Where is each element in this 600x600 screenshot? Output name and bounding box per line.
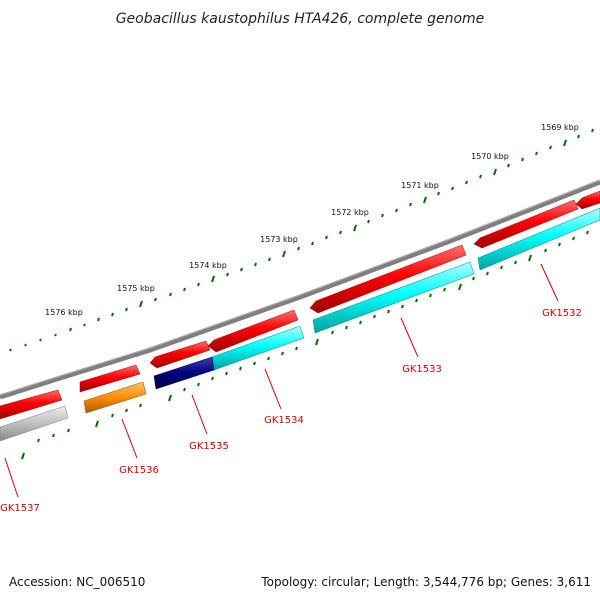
ruler-label: 1569 kbp xyxy=(541,123,579,132)
accession-text: Accession: NC_006510 xyxy=(9,575,145,589)
gene-label-gk1532[interactable]: GK1532 xyxy=(542,308,582,319)
label-leaders xyxy=(4,263,559,498)
category-bar xyxy=(312,261,475,334)
gene-label-gk1537[interactable]: GK1537 xyxy=(0,503,40,514)
gene-arrow-gk1536[interactable] xyxy=(79,364,141,393)
gene-arrow-gk1533[interactable] xyxy=(309,244,467,314)
ruler-label: 1573 kbp xyxy=(260,235,298,244)
gene-arrow-gk1534[interactable] xyxy=(207,309,299,353)
gene-arrow-gk1535[interactable] xyxy=(149,340,211,369)
ruler-label: 1575 kbp xyxy=(117,284,155,293)
genome-backbone xyxy=(0,179,600,400)
category-bar xyxy=(477,207,600,271)
ruler-label: 1571 kbp xyxy=(401,181,439,190)
ruler-label: 1572 kbp xyxy=(331,208,369,217)
category-bar xyxy=(83,381,147,414)
gene-label-gk1535[interactable]: GK1535 xyxy=(189,441,229,452)
gene-arrow-gk1537[interactable] xyxy=(0,389,63,420)
gene-arrow-gk1532-next[interactable] xyxy=(473,199,579,249)
gene-label-gk1536[interactable]: GK1536 xyxy=(119,465,159,476)
category-bar xyxy=(0,405,69,442)
gene-arrow-gk1532[interactable] xyxy=(575,190,600,210)
category-track xyxy=(0,207,600,442)
genome-summary-text: Topology: circular; Length: 3,544,776 bp… xyxy=(260,575,591,589)
ruler-ticks xyxy=(9,128,594,352)
ruler-label: 1574 kbp xyxy=(189,261,227,270)
gene-track xyxy=(0,190,600,420)
gene-label-gk1534[interactable]: GK1534 xyxy=(264,415,304,426)
ruler-label: 1576 kbp xyxy=(45,308,83,317)
genome-title: Geobacillus kaustophilus HTA426, complet… xyxy=(116,11,485,27)
inner-ticks xyxy=(21,230,589,460)
ruler-label: 1570 kbp xyxy=(471,152,509,161)
gene-label-gk1533[interactable]: GK1533 xyxy=(402,364,442,375)
category-bar xyxy=(153,356,215,390)
